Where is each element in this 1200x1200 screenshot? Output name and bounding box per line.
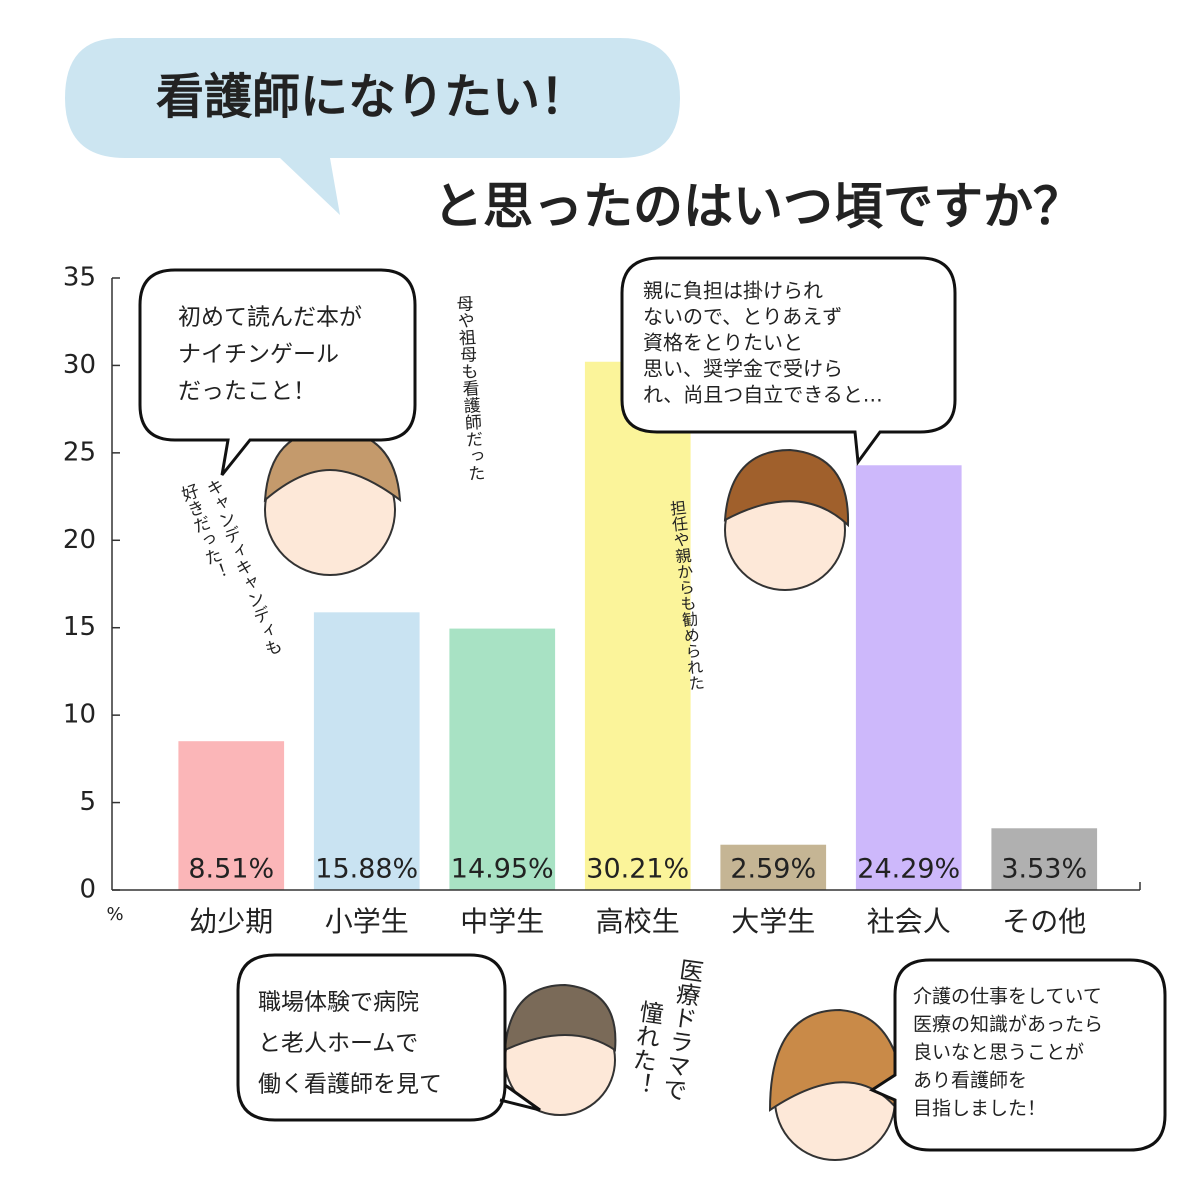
chart-subtitle: と思ったのはいつ頃ですか？ xyxy=(433,178,1083,236)
y-tick-label: 5 xyxy=(79,787,96,817)
lady-hair xyxy=(768,1008,907,1124)
comment-line: 働く看護師を見て xyxy=(258,1072,442,1098)
comment-line: 親に負担は掛けられ xyxy=(643,279,823,303)
comment-line: 思い、奨学金で受けら xyxy=(643,357,843,381)
bubble xyxy=(236,953,541,1122)
y-tick-label: 0 xyxy=(79,875,96,905)
speech-bubbles xyxy=(138,256,1167,1152)
title-bubble xyxy=(65,38,680,215)
bar xyxy=(855,465,962,890)
y-tick-label: 25 xyxy=(63,437,96,467)
woman-hair xyxy=(723,448,850,528)
x-tick-label: 幼少期 xyxy=(189,905,273,938)
bubble xyxy=(620,256,957,467)
y-unit: % xyxy=(106,904,123,925)
x-tick-label: その他 xyxy=(1002,905,1086,938)
comment-line: 介護の仕事をしていて xyxy=(913,986,1102,1008)
comment-line: れ、尚且つ自立できると… xyxy=(643,383,883,407)
x-tick-label: 高校生 xyxy=(596,905,680,938)
x-tick-label: 中学生 xyxy=(460,905,544,938)
x-tick-label: 小学生 xyxy=(325,905,409,938)
x-tick-label: 社会人 xyxy=(867,905,951,938)
x-tick-label: 大学生 xyxy=(731,905,815,938)
bar xyxy=(991,828,1098,890)
bar xyxy=(584,361,691,890)
value-label: 24.29% xyxy=(857,854,960,885)
value-label: 14.95% xyxy=(451,854,554,885)
y-tick-label: 20 xyxy=(63,525,96,555)
comment-line: 資格をとりたいと xyxy=(643,331,803,355)
comment-line: ナイチンゲール xyxy=(178,342,339,368)
y-tick-label: 30 xyxy=(63,350,96,380)
comment-line: だったこと！ xyxy=(178,379,316,405)
comment-line: 初めて読んだ本が xyxy=(178,305,362,331)
bar xyxy=(178,741,285,890)
bar xyxy=(313,612,420,890)
y-tick-label: 15 xyxy=(63,612,96,642)
comment-line: ないので、とりあえず xyxy=(643,305,842,329)
comment-line: 良いなと思うことが xyxy=(913,1042,1084,1064)
bar xyxy=(449,628,556,890)
chart-title: 看護師になりたい！ xyxy=(156,69,588,125)
comment-line: と老人ホームで xyxy=(258,1031,418,1057)
y-tick-label: 10 xyxy=(63,700,96,730)
value-label: 2.59% xyxy=(730,854,816,885)
bubble xyxy=(868,958,1167,1152)
comment-line: あり看護師を xyxy=(913,1070,1027,1092)
bubble xyxy=(138,268,417,476)
comment-vertical: 母や祖母も看護師だった xyxy=(452,294,485,482)
comment-line: 職場体験で病院 xyxy=(258,990,419,1016)
value-label: 8.51% xyxy=(188,854,274,885)
y-tick-label: 35 xyxy=(63,263,96,293)
comment-line: 医療の知識があったら xyxy=(913,1014,1103,1036)
boy-hair xyxy=(503,983,617,1052)
value-label: 15.88% xyxy=(315,854,418,885)
comment-vertical: 医療ドラマで xyxy=(657,956,705,1102)
illustrations xyxy=(263,428,907,1161)
value-label: 30.21% xyxy=(586,854,689,885)
comment-line: 目指しました！ xyxy=(913,1098,1046,1120)
bar xyxy=(720,844,827,890)
value-label: 3.53% xyxy=(1001,854,1087,885)
